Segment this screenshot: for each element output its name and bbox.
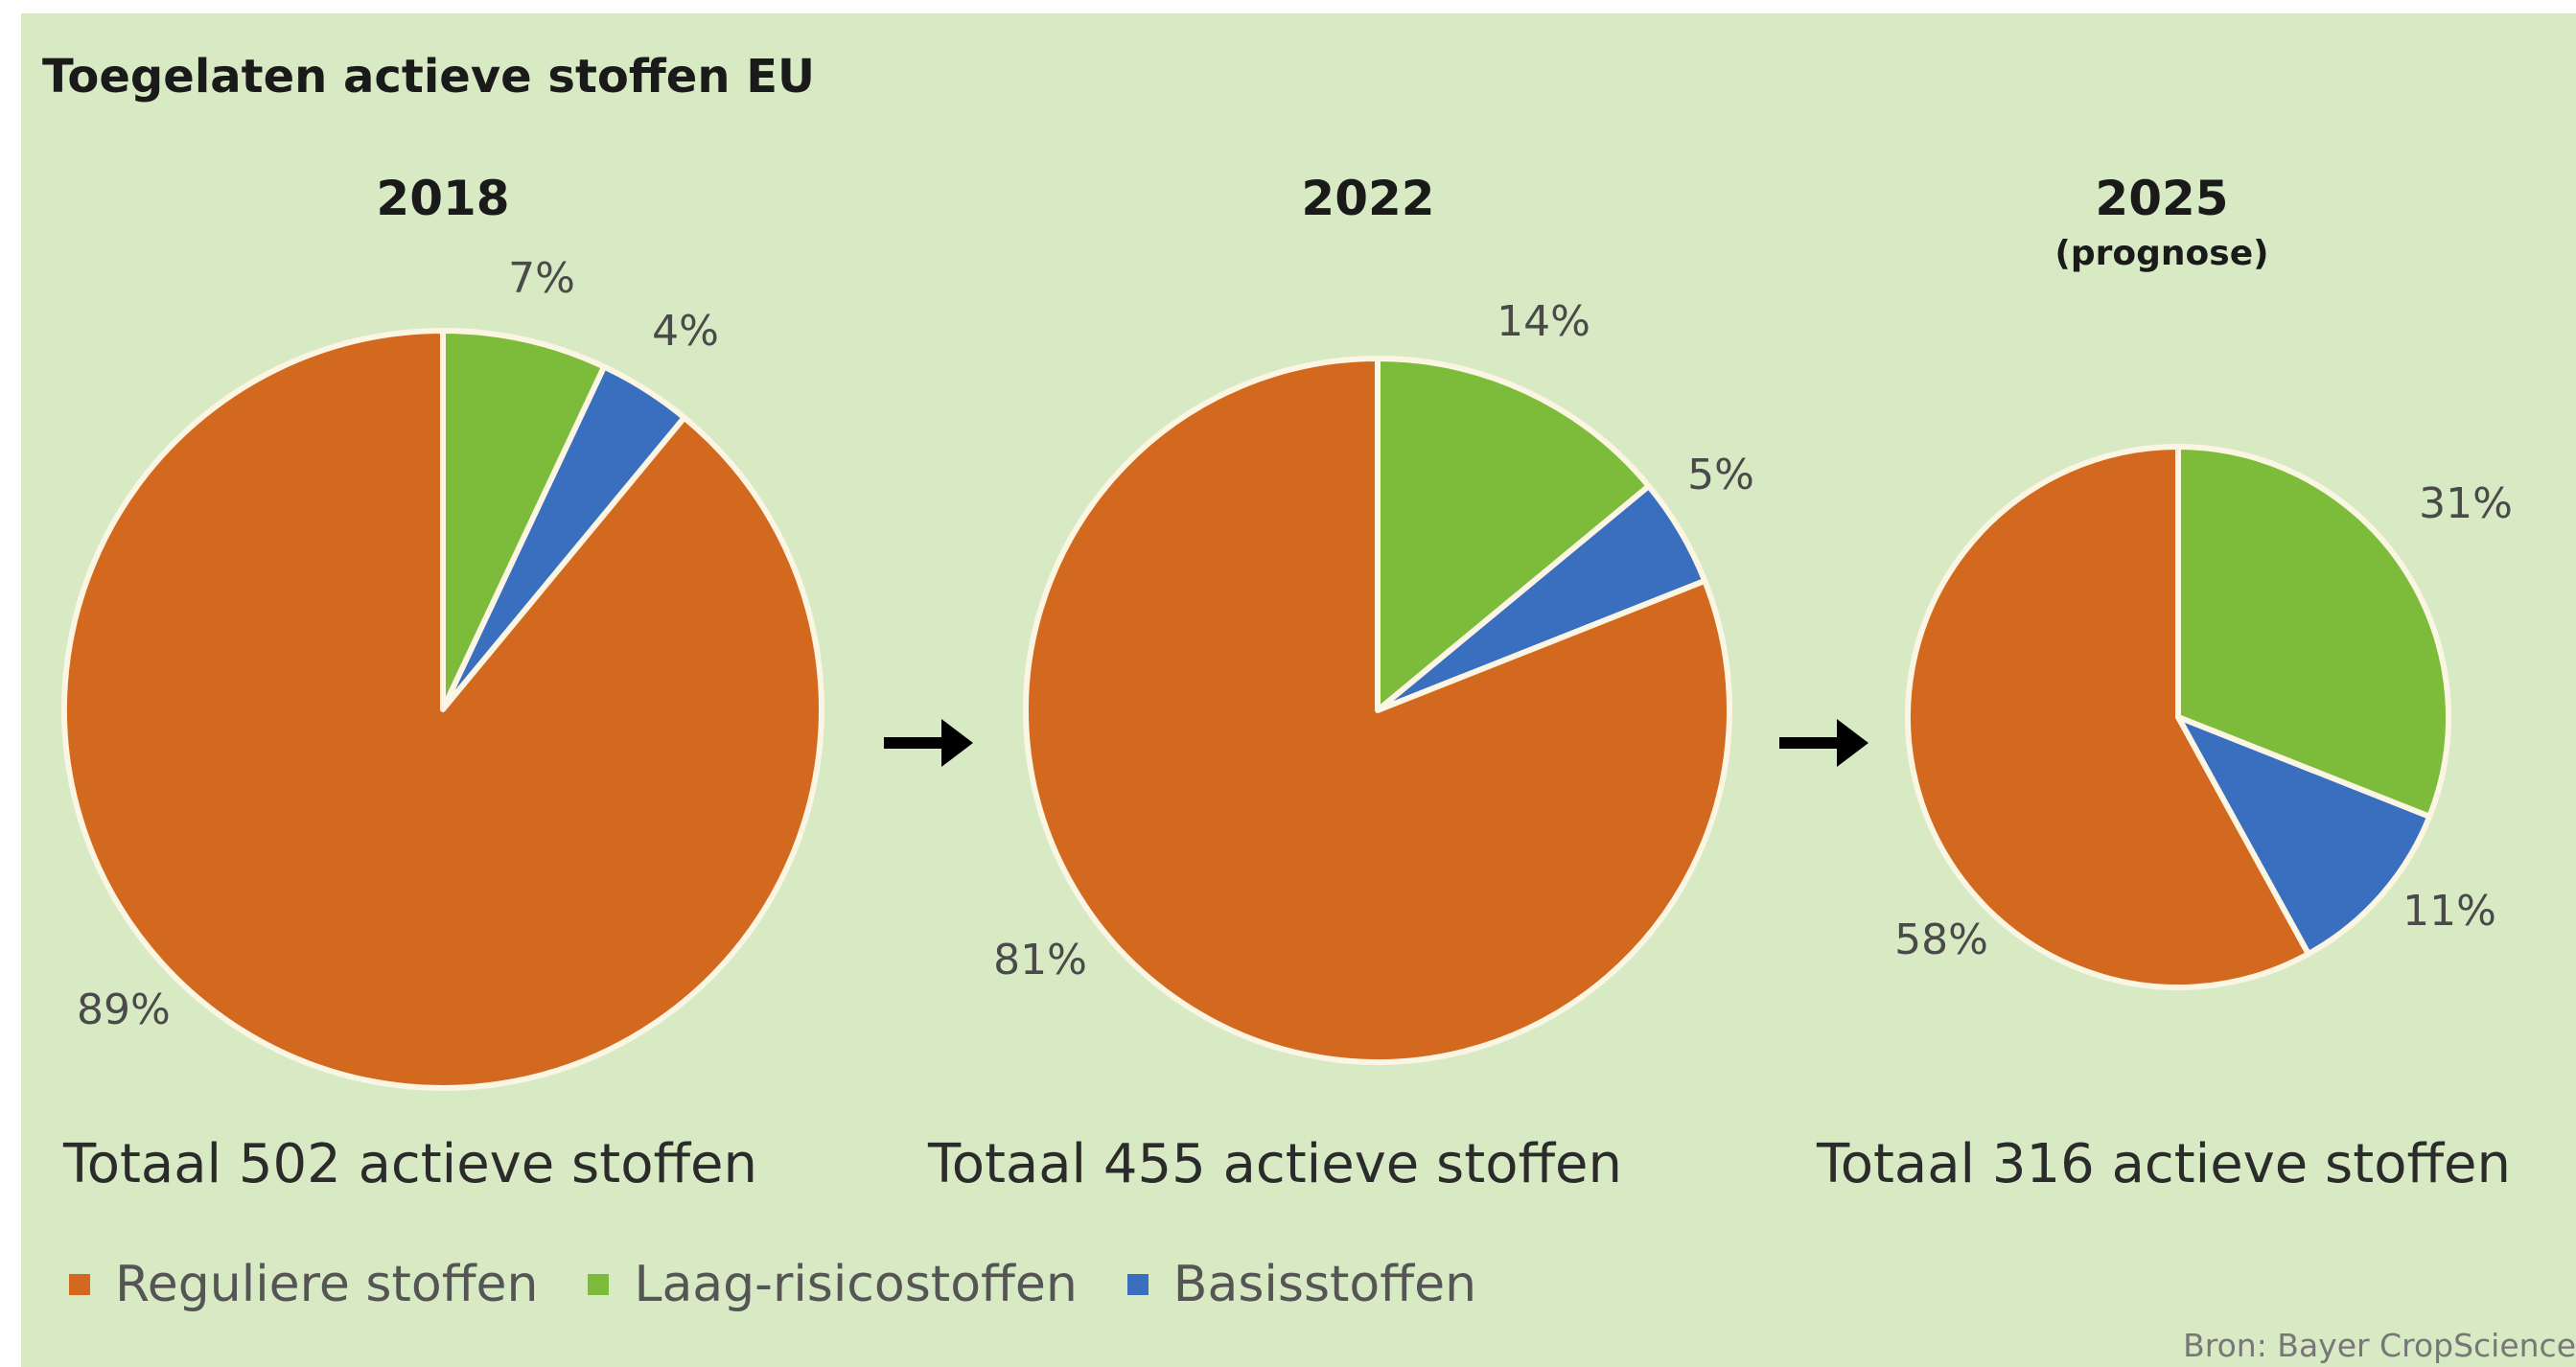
legend-swatch xyxy=(69,1274,90,1295)
chart-title: Toegelaten actieve stoffen EU xyxy=(42,50,815,104)
total-2022: Totaal 455 actieve stoffen xyxy=(928,1133,1622,1195)
slice-percentage-label: 31% xyxy=(2419,479,2513,528)
arrow-right-icon xyxy=(884,719,973,767)
slice-percentage-label: 11% xyxy=(2402,887,2496,936)
legend-label: Laag-risicostoffen xyxy=(634,1256,1078,1313)
pie-slice xyxy=(2175,444,2451,820)
pie-slice xyxy=(1023,356,1732,1065)
year-2018: 2018 xyxy=(376,171,510,226)
source-credit: Bron: Bayer CropScience xyxy=(2183,1327,2576,1364)
pie-slice xyxy=(1375,356,1652,713)
legend-label: Basisstoffen xyxy=(1172,1256,1477,1313)
slice-percentage-label: 5% xyxy=(1687,451,1754,499)
legend-item-laag-risico: Laag-risicostoffen xyxy=(588,1256,1078,1313)
year-2025: 2025 xyxy=(2095,171,2229,226)
legend-swatch xyxy=(1126,1274,1149,1295)
year-2022: 2022 xyxy=(1301,171,1435,226)
legend: Reguliere stoffen Laag-risicostoffen Bas… xyxy=(69,1256,1526,1313)
slice-percentage-label: 58% xyxy=(1894,915,1988,964)
slice-percentage-label: 89% xyxy=(77,985,171,1034)
year-2025-subtitle: (prognose) xyxy=(2054,234,2269,273)
legend-item-basis: Basisstoffen xyxy=(1126,1256,1477,1313)
pie-slice xyxy=(61,328,824,1091)
pie-slice xyxy=(2175,714,2433,958)
slice-percentage-label: 4% xyxy=(652,307,719,356)
pie-slice xyxy=(440,328,608,712)
slice-percentage-label: 14% xyxy=(1497,297,1590,346)
total-2025: Totaal 316 actieve stoffen xyxy=(1817,1133,2511,1195)
legend-label: Reguliere stoffen xyxy=(115,1256,539,1313)
slice-percentage-label: 81% xyxy=(993,936,1087,985)
legend-item-reguliere: Reguliere stoffen xyxy=(69,1256,538,1313)
arrow-right-icon xyxy=(1779,719,1868,767)
legend-swatch xyxy=(588,1274,610,1295)
total-2018: Totaal 502 actieve stoffen xyxy=(63,1133,757,1195)
slice-percentage-label: 7% xyxy=(508,254,575,303)
pie-slice xyxy=(1905,444,2311,990)
